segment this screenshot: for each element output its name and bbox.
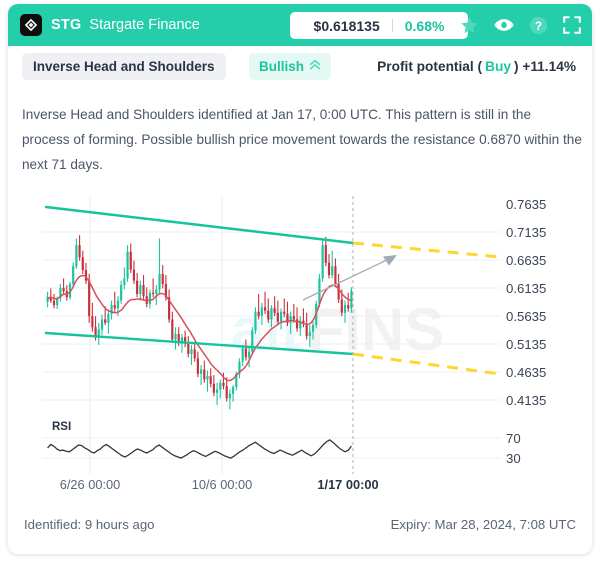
pattern-name-badge[interactable]: Inverse Head and Shoulders bbox=[22, 53, 226, 80]
channel-trendlines bbox=[44, 205, 355, 356]
price-change-pct: 0.68% bbox=[404, 17, 445, 34]
rsi-line bbox=[47, 439, 352, 459]
price-tick-6: 0.4635 bbox=[506, 365, 546, 380]
profit-paren-close: ) bbox=[513, 59, 523, 74]
double-chevron-up-icon bbox=[309, 59, 321, 74]
x-tick-2: 1/17 00:00 bbox=[317, 477, 378, 490]
price-chart[interactable]: alt FINS bbox=[8, 190, 592, 490]
header-actions: ? bbox=[460, 4, 581, 46]
stargate-diamond-icon bbox=[20, 14, 42, 36]
price-axis-labels: 0.7635 0.7135 0.6635 0.6135 0.5635 0.513… bbox=[506, 197, 546, 408]
chart-watermark: alt FINS bbox=[231, 296, 444, 363]
profit-label: Profit potential bbox=[377, 59, 474, 74]
price-value: $0.618135 bbox=[313, 17, 380, 34]
projection-upper bbox=[352, 241, 501, 259]
trend-badge[interactable]: Bullish bbox=[249, 53, 332, 80]
profit-potential: Profit potential ( Buy ) +11.14% bbox=[377, 53, 576, 80]
profit-paren-open: ( bbox=[473, 59, 483, 74]
pattern-description: Inverse Head and Shoulders identified at… bbox=[22, 107, 582, 172]
rsi-tick-30: 30 bbox=[506, 451, 521, 466]
identified-time: Identified: 9 hours ago bbox=[24, 517, 155, 532]
price-tick-0: 0.7635 bbox=[506, 197, 546, 212]
rsi-label: RSI bbox=[52, 421, 71, 433]
rsi-gridlines bbox=[42, 437, 500, 459]
pattern-row: Inverse Head and Shoulders Bullish Profi… bbox=[8, 46, 592, 88]
card-footer: Identified: 9 hours ago Expiry: Mar 28, … bbox=[8, 509, 592, 554]
trend-label: Bullish bbox=[259, 59, 305, 74]
price-tick-3: 0.6135 bbox=[506, 281, 546, 296]
price-tick-5: 0.5135 bbox=[506, 337, 546, 352]
help-icon[interactable]: ? bbox=[529, 16, 548, 35]
vertical-gridlines bbox=[89, 196, 223, 474]
rsi-tick-70: 70 bbox=[506, 431, 521, 446]
chart-svg: alt FINS bbox=[42, 196, 546, 490]
coin-name: Stargate Finance bbox=[89, 17, 200, 33]
pattern-card: STG Stargate Finance $0.618135 0.68% ? bbox=[8, 4, 592, 554]
price-divider bbox=[391, 19, 393, 32]
x-axis-labels: 6/26 00:00 10/6 00:00 1/17 00:00 bbox=[60, 477, 379, 490]
eye-icon[interactable] bbox=[494, 18, 514, 32]
upper-trendline bbox=[44, 205, 355, 245]
x-tick-1: 10/6 00:00 bbox=[192, 477, 253, 490]
price-tick-4: 0.5635 bbox=[506, 309, 546, 324]
svg-text:?: ? bbox=[535, 18, 542, 32]
moving-average-line bbox=[47, 274, 352, 382]
fullscreen-icon[interactable] bbox=[563, 16, 581, 34]
star-icon[interactable] bbox=[460, 16, 479, 35]
projection-lower bbox=[352, 352, 501, 376]
profit-action: Buy bbox=[485, 59, 511, 74]
card-header: STG Stargate Finance $0.618135 0.68% ? bbox=[8, 4, 592, 46]
price-tick-2: 0.6635 bbox=[506, 253, 546, 268]
price-tick-1: 0.7135 bbox=[506, 225, 546, 240]
candlestick-series bbox=[46, 235, 353, 410]
lower-trendline bbox=[44, 331, 355, 356]
target-arrow-icon bbox=[302, 255, 397, 301]
ticker-symbol: STG bbox=[51, 17, 82, 33]
rsi-axis-labels: 70 30 bbox=[506, 431, 521, 466]
projection-lines bbox=[352, 241, 501, 376]
price-box: $0.618135 0.68% bbox=[290, 12, 468, 39]
price-tick-7: 0.4135 bbox=[506, 393, 546, 408]
x-tick-0: 6/26 00:00 bbox=[60, 477, 121, 490]
profit-value: +11.14% bbox=[522, 59, 576, 74]
expiry-time: Expiry: Mar 28, 2024, 7:08 UTC bbox=[390, 517, 576, 532]
